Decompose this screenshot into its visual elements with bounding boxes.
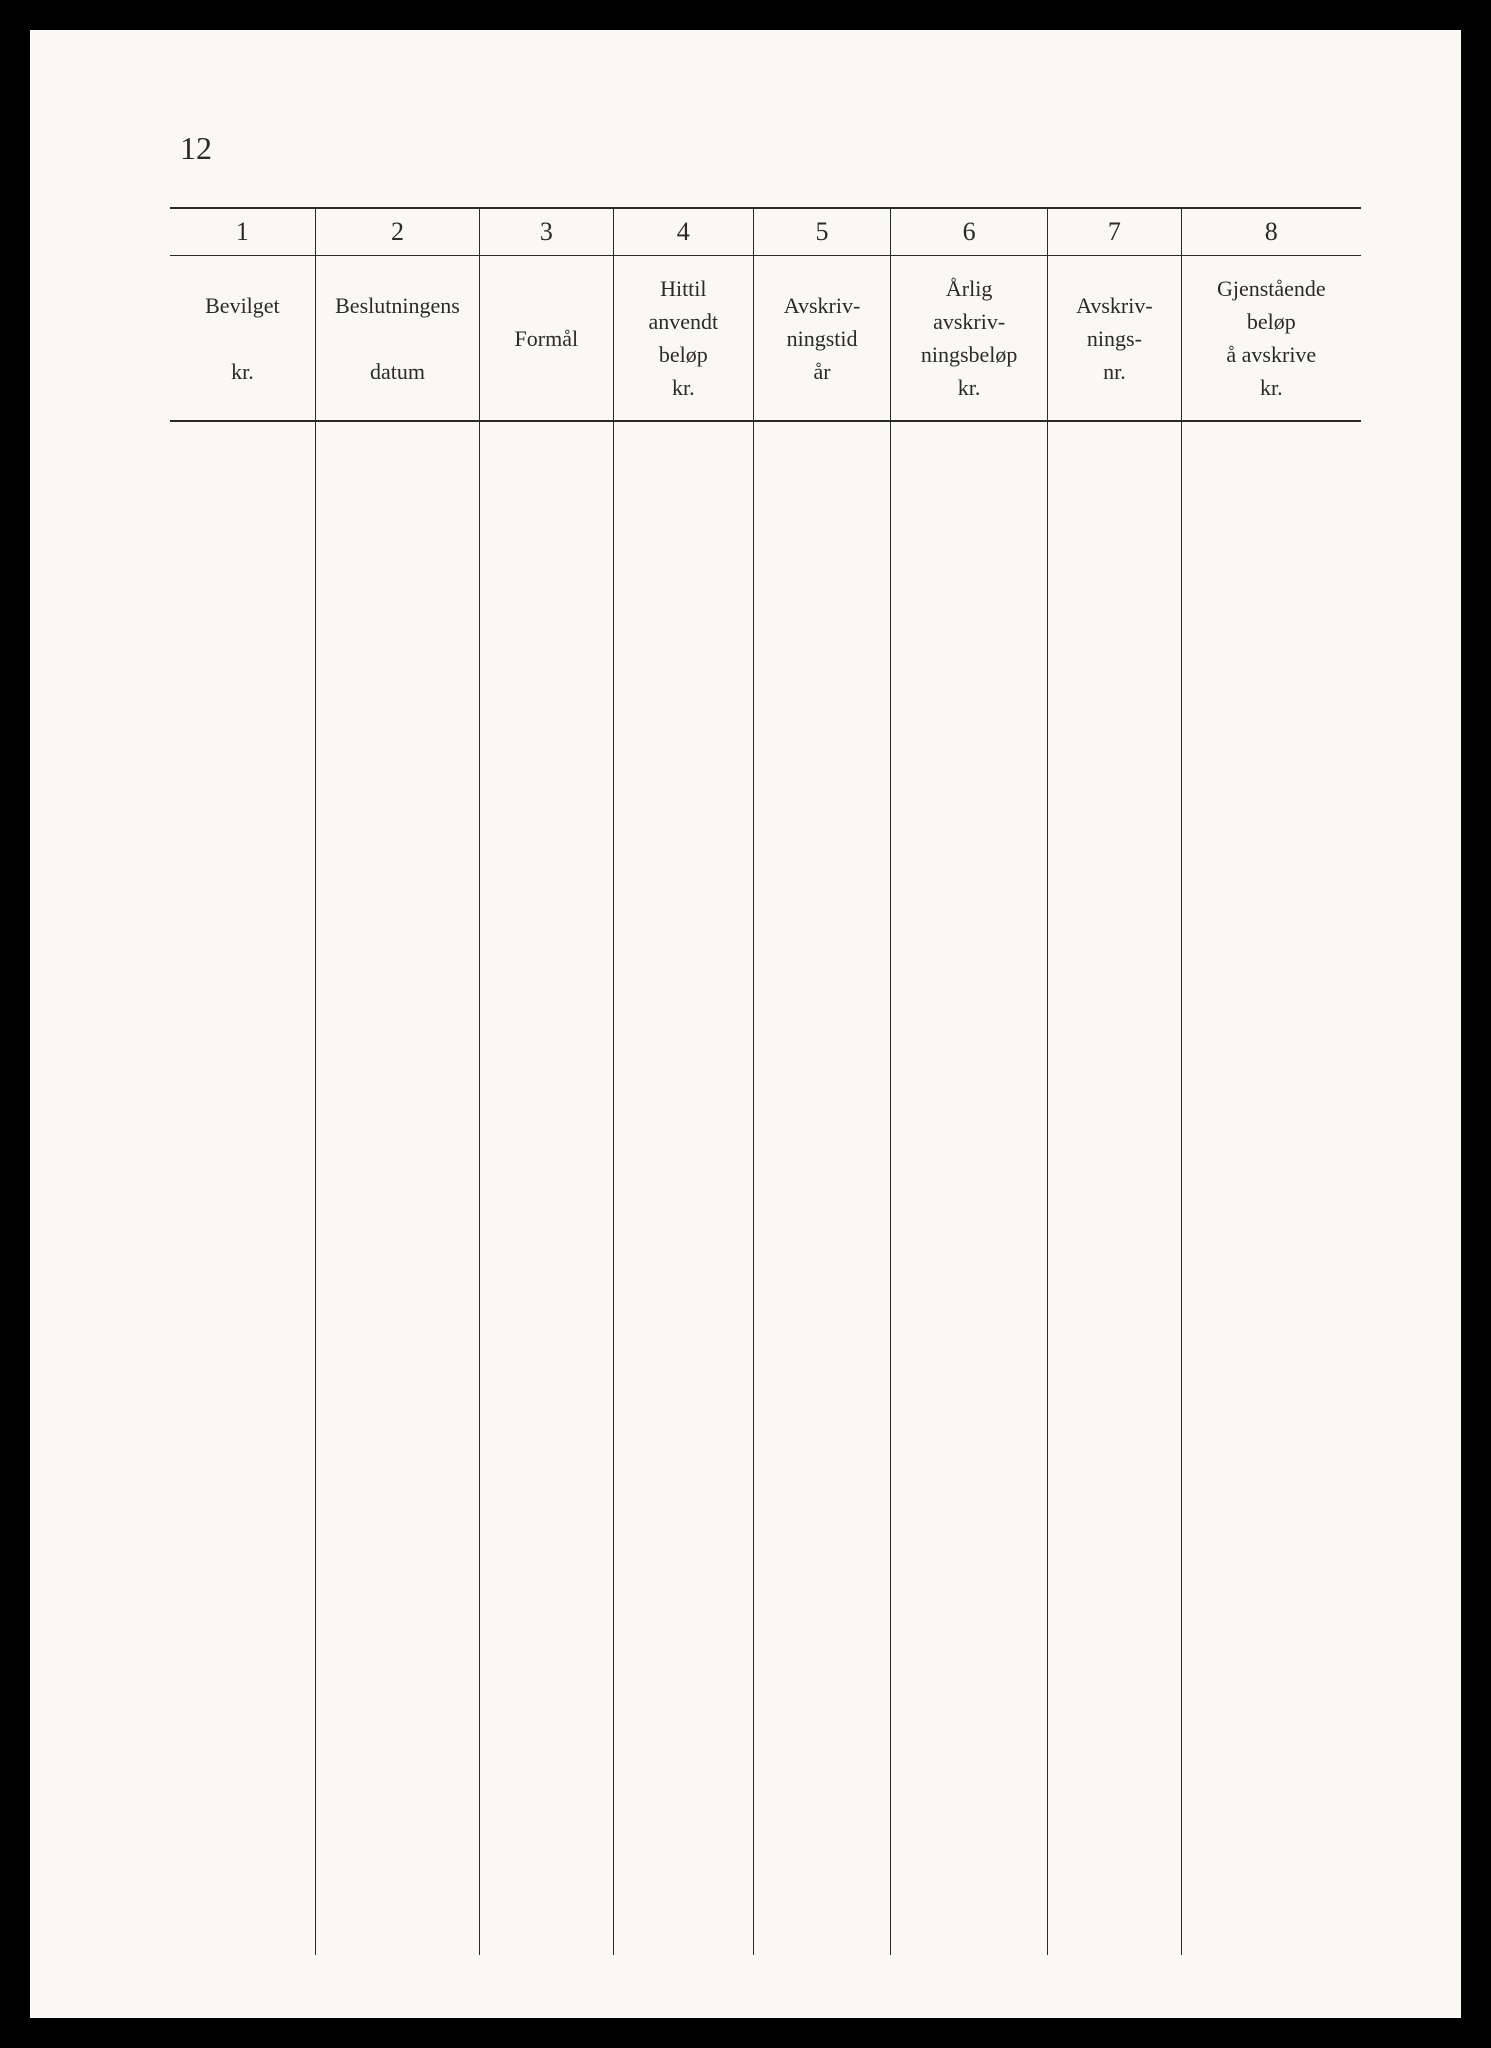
column-header-7: Avskriv-nings-nr. <box>1048 256 1181 422</box>
table-cell <box>170 421 315 1955</box>
table-body-row <box>170 421 1361 1955</box>
table-cell <box>1048 421 1181 1955</box>
column-header-1: Bevilgetkr. <box>170 256 315 422</box>
table-cell <box>1181 421 1361 1955</box>
ledger-table: 1 2 3 4 5 6 7 8 Bevilgetkr. Beslutningen… <box>170 207 1361 1955</box>
document-page: 12 1 2 3 4 5 6 7 8 Bevilgetkr. Beslutnin… <box>30 30 1461 2018</box>
column-number-row: 1 2 3 4 5 6 7 8 <box>170 208 1361 256</box>
column-number-5: 5 <box>754 208 891 256</box>
column-header-2: Beslutningensdatum <box>315 256 479 422</box>
table-cell <box>613 421 754 1955</box>
table-cell <box>480 421 613 1955</box>
column-header-8: Gjenståendebeløpå avskrivekr. <box>1181 256 1361 422</box>
column-header-3: Formål <box>480 256 613 422</box>
page-number: 12 <box>180 130 1361 167</box>
column-number-6: 6 <box>891 208 1048 256</box>
column-header-5: Avskriv-ningstidår <box>754 256 891 422</box>
column-number-8: 8 <box>1181 208 1361 256</box>
column-header-row: Bevilgetkr. Beslutningensdatum Formål Hi… <box>170 256 1361 422</box>
column-number-2: 2 <box>315 208 479 256</box>
column-number-7: 7 <box>1048 208 1181 256</box>
column-number-1: 1 <box>170 208 315 256</box>
table-container: 1 2 3 4 5 6 7 8 Bevilgetkr. Beslutningen… <box>170 207 1361 1955</box>
column-number-3: 3 <box>480 208 613 256</box>
column-number-4: 4 <box>613 208 754 256</box>
table-cell <box>315 421 479 1955</box>
table-cell <box>754 421 891 1955</box>
column-header-6: Årligavskriv-ningsbeløpkr. <box>891 256 1048 422</box>
column-header-4: Hittilanvendtbeløpkr. <box>613 256 754 422</box>
table-cell <box>891 421 1048 1955</box>
